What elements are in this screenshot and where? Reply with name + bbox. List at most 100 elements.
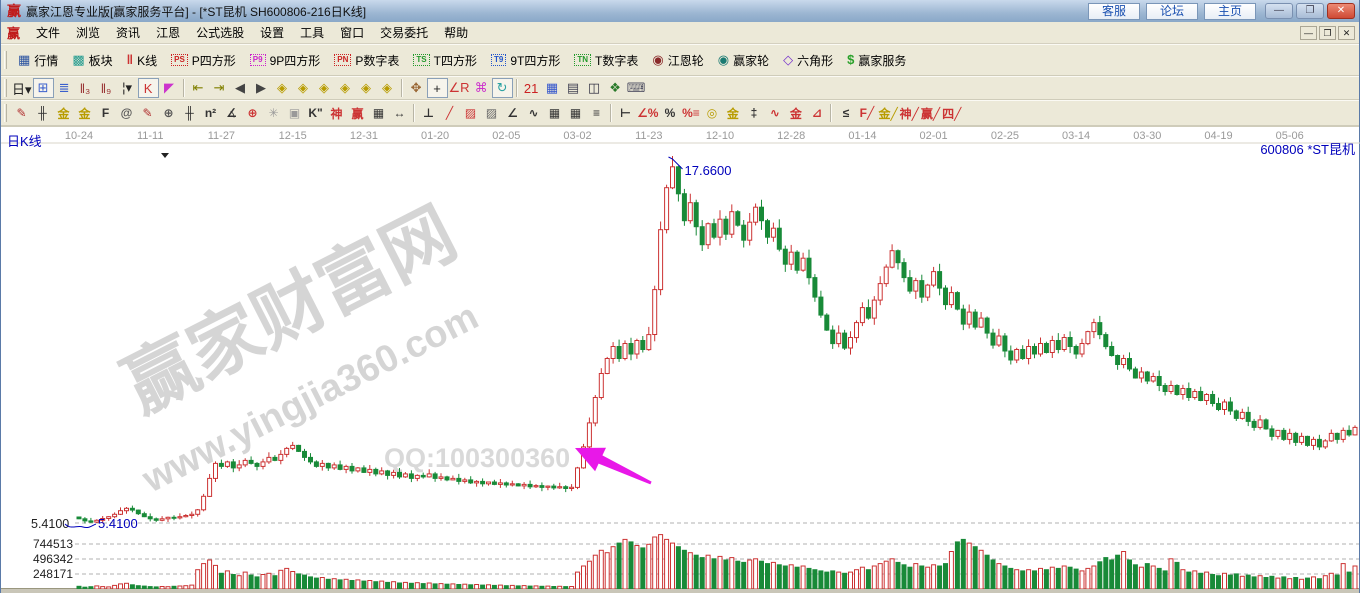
t-number-button[interactable]: TN T数字表 — [567, 50, 645, 71]
cycle-tool-button[interactable]: ↻ — [491, 78, 513, 98]
winner-service-button[interactable]: $ 赢家服务 — [840, 50, 913, 71]
grid-tool-1[interactable]: ▦ — [548, 106, 561, 120]
wave-tool[interactable]: ∿ — [769, 106, 780, 120]
close-button[interactable]: ✕ — [1327, 3, 1355, 19]
gann-wheel-button[interactable]: ◉ 江恩轮 — [645, 50, 710, 71]
gold-ruler-2[interactable]: 金 — [78, 106, 91, 121]
f-ruler[interactable]: F — [101, 106, 110, 120]
print-button[interactable]: ⌨ — [626, 80, 646, 95]
nine-candle-button[interactable]: ‖₉ — [100, 80, 112, 96]
red-angle-tool[interactable]: ⊿ — [811, 106, 822, 120]
menu-item-0[interactable]: 文件 — [36, 26, 61, 40]
zoom-diamond-4[interactable]: ◈ — [340, 80, 351, 95]
zoom-diamond-5[interactable]: ◈ — [361, 80, 372, 95]
win-angle-tool[interactable]: 赢╱ — [920, 106, 941, 121]
winner-wheel-button[interactable]: ◉ 赢家轮 — [711, 50, 776, 71]
angle-line-tool[interactable]: ∠ — [507, 106, 518, 120]
slash-lines-tool[interactable]: ≡ — [592, 106, 600, 120]
hand-tool-button[interactable]: ✥ — [410, 80, 422, 95]
period-dropdown[interactable]: 日▾ — [12, 81, 32, 97]
forum-button[interactable]: 论坛 — [1146, 2, 1198, 20]
spiral-tool[interactable]: @ — [120, 106, 133, 120]
candlestick-chart-area[interactable]: 赢家财富网 www.yingjia360.com QQ:100300360 10-… — [1, 126, 1360, 589]
menu-item-2[interactable]: 资讯 — [116, 26, 141, 40]
menu-item-1[interactable]: 浏览 — [76, 26, 101, 40]
p-number-button[interactable]: PN P数字表 — [327, 50, 406, 71]
fan-box-red-tool[interactable]: ▨ — [464, 106, 477, 120]
plain-ruler[interactable]: ╫ — [185, 106, 194, 120]
mdi-restore-button[interactable]: ❐ — [1319, 25, 1336, 40]
gann-shape-button[interactable]: ⌘ — [474, 80, 488, 95]
gann-fan-tool[interactable]: ╱ — [445, 106, 454, 120]
homepage-button[interactable]: 主页 — [1204, 2, 1256, 20]
sectors-button[interactable]: ▩ 板块 — [65, 50, 119, 71]
9p-square-button[interactable]: P9 9P四方形 — [243, 50, 327, 71]
prev-button[interactable]: ◀ — [235, 80, 246, 95]
calculator-button[interactable]: ▦ — [545, 80, 559, 95]
compass-tool[interactable]: ⊕ — [247, 106, 258, 120]
angle-grid-tool[interactable]: ∡ — [226, 106, 237, 120]
menu-item-8[interactable]: 交易委托 — [380, 26, 429, 40]
save-button[interactable]: ◫ — [587, 80, 601, 95]
circle-ruler[interactable]: ⊕ — [163, 106, 174, 120]
mdi-minimize-button[interactable]: — — [1300, 25, 1317, 40]
zoom-diamond-2[interactable]: ◈ — [298, 80, 309, 95]
k-pattern-button[interactable]: K — [137, 78, 159, 98]
last-page-button[interactable]: ⇥ — [213, 80, 225, 95]
gold-red-tool[interactable]: 金 — [789, 106, 802, 121]
n-square-tool[interactable]: n² — [204, 106, 217, 120]
three-candle-button[interactable]: ‖₃ — [79, 80, 91, 96]
minimize-button[interactable]: — — [1265, 3, 1293, 19]
menu-item-4[interactable]: 公式选股 — [196, 26, 245, 40]
zoom-diamond-1[interactable]: ◈ — [277, 80, 288, 95]
angle-percent-tool[interactable]: ∠% — [637, 106, 659, 120]
info-panel-button[interactable]: ≣ — [58, 80, 70, 95]
percent-tool[interactable]: % — [664, 106, 676, 120]
angle-measure-button[interactable]: ∠R — [448, 80, 470, 95]
pen-tool[interactable]: ✎ — [16, 106, 27, 120]
menu-item-5[interactable]: 设置 — [260, 26, 285, 40]
notes-button[interactable]: ▤ — [566, 80, 580, 95]
zoom-diamond-6[interactable]: ◈ — [382, 80, 393, 95]
single-candle-dropdown[interactable]: ¦▾ — [122, 80, 132, 95]
next-button[interactable]: ▶ — [256, 80, 267, 95]
fan-box-dark-tool[interactable]: ▨ — [485, 106, 498, 120]
win-grid-tool[interactable]: 赢 — [351, 106, 364, 121]
p-square-button[interactable]: PS P四方形 — [164, 50, 243, 71]
f-angle-tool[interactable]: F╱ — [859, 106, 875, 120]
grid-tool-2[interactable]: ▦ — [569, 106, 582, 120]
mdi-close-button[interactable]: ✕ — [1338, 25, 1355, 40]
arrow-span-tool[interactable]: ↔ — [393, 106, 406, 120]
grid-circle-tool[interactable]: ▣ — [288, 106, 301, 120]
shen-angle-tool[interactable]: 神╱ — [899, 106, 919, 121]
zigzag-tool[interactable]: ∿ — [528, 106, 539, 120]
scale-tool[interactable]: ⊥ — [423, 106, 434, 120]
customer-service-button[interactable]: 客服 — [1088, 2, 1140, 20]
crosshair-button[interactable]: + — [426, 78, 448, 98]
ruler-tool[interactable]: ╫ — [38, 106, 47, 120]
gold-line-tool[interactable]: 金 — [726, 106, 739, 121]
share-button[interactable]: ❖ — [609, 80, 621, 95]
overlay-window-button[interactable]: ⊞ — [32, 78, 54, 98]
candlestick-chart[interactable]: 赢家财富网 www.yingjia360.com QQ:100300360 10-… — [1, 127, 1360, 589]
price-scale-tool[interactable]: ⊢ — [620, 106, 631, 120]
gold-angle-tool[interactable]: 金╱ — [878, 106, 898, 121]
restore-button[interactable]: ❐ — [1296, 3, 1324, 19]
paint-chart-button[interactable]: ◤ — [164, 80, 175, 95]
kline-button[interactable]: ‖ K线 — [120, 50, 164, 71]
grid-123-tool[interactable]: ▦ — [372, 106, 385, 120]
percent-line-tool[interactable]: %≡ — [682, 106, 700, 120]
pen-diamond-tool[interactable]: ‡ — [750, 106, 758, 120]
gold-circle-tool[interactable]: ◎ — [706, 106, 718, 120]
pen-ruler-tool[interactable]: ✎ — [142, 106, 153, 120]
menu-item-3[interactable]: 江恩 — [156, 26, 181, 40]
zoom-diamond-3[interactable]: ◈ — [319, 80, 330, 95]
angle-le-tool[interactable]: ≤ — [842, 106, 850, 120]
k-quote-tool[interactable]: K" — [308, 106, 323, 120]
menu-item-9[interactable]: 帮助 — [444, 26, 469, 40]
four-angle-tool[interactable]: 四╱ — [942, 106, 962, 121]
menu-item-7[interactable]: 窗口 — [340, 26, 365, 40]
gold-ruler-1[interactable]: 金 — [57, 106, 70, 121]
quotes-button[interactable]: ▦ 行情 — [11, 50, 65, 71]
star-tool[interactable]: ✳ — [268, 106, 279, 120]
